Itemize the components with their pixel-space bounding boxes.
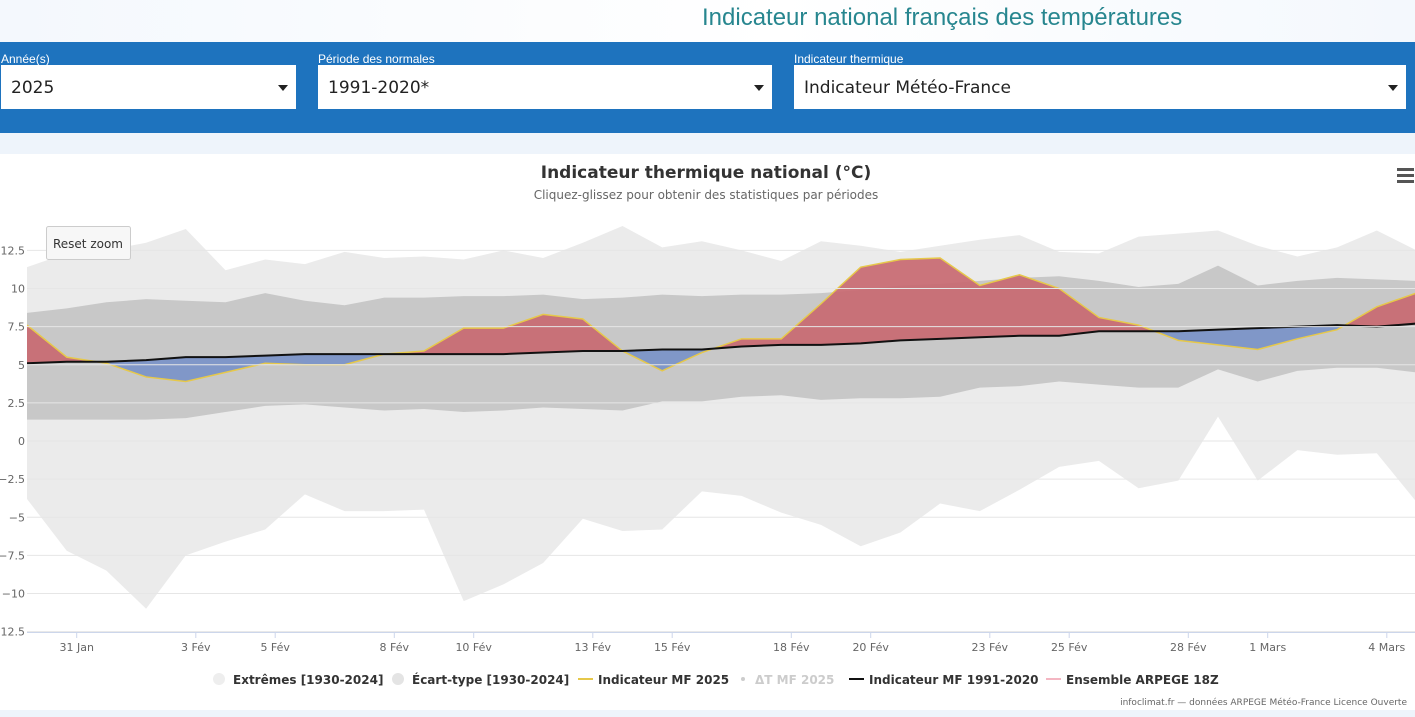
legend-label: Indicateur MF 2025 (598, 673, 729, 687)
legend-symbol (213, 673, 225, 685)
x-tick-label: 15 Fév (654, 641, 691, 654)
cold-anomaly-area (27, 323, 1415, 382)
temperature-chart[interactable]: Indicateur thermique national (°C) Cliqu… (0, 154, 1415, 710)
legend-label: Écart-type [1930-2024] (412, 672, 569, 687)
legend-item[interactable]: ΔT MF 2025 (741, 673, 834, 687)
y-tick-label: −7.5 (0, 549, 25, 562)
legend-label: Indicateur MF 1991-2020 (869, 673, 1039, 687)
page-title: Indicateur national français des tempéra… (702, 4, 1183, 31)
x-tick-label: 5 Fév (260, 641, 290, 654)
y-tick-label: −5 (9, 511, 25, 524)
years-label: Année(s) (1, 52, 50, 66)
plot-area (27, 225, 1415, 609)
y-tick-label: 12.5 (1, 626, 26, 639)
years-select-value: 2025 (11, 78, 55, 98)
y-tick-label: 7.5 (8, 321, 26, 334)
chart-subtitle: Cliquez-glissez pour obtenir des statist… (534, 188, 879, 202)
legend-item[interactable]: Extrêmes [1930-2024] (213, 673, 383, 687)
chart-legend: Extrêmes [1930-2024] Écart-type [1930-202… (213, 672, 1219, 687)
y-axis: 12.5 10 7.5 5 2.5 0 −2.5 −5 −7.5 −10 12.5 (0, 244, 1415, 639)
legend-item[interactable]: Écart-type [1930-2024] (392, 672, 569, 687)
normals-label: Période des normales (318, 52, 435, 66)
page-footer-strip (0, 710, 1415, 717)
chart-credits[interactable]: infoclimat.fr — données ARPEGE Météo-Fra… (1120, 697, 1407, 708)
legend-item[interactable]: Indicateur MF 2025 (578, 673, 729, 687)
caret-down-icon (278, 85, 288, 91)
x-tick-label: 25 Fév (1051, 641, 1088, 654)
chart-title: Indicateur thermique national (°C) (541, 163, 871, 183)
x-tick-label: 4 Mars (1368, 641, 1405, 654)
legend-symbol (392, 673, 404, 685)
series-line-mf-1991-2020 (27, 322, 1415, 365)
y-tick-label: 10 (11, 283, 25, 296)
legend-label: ΔT MF 2025 (755, 673, 834, 687)
x-tick-label: 28 Fév (1170, 641, 1207, 654)
y-tick-label: 12.5 (1, 244, 26, 257)
y-tick-label: 0 (18, 435, 25, 448)
x-axis: 31 Jan 3 Fév 5 Fév 8 Fév 10 Fév 13 Fév 15 Fév 1… (27, 632, 1415, 654)
indicator-label: Indicateur thermique (794, 52, 904, 66)
indicator-select-value: Indicateur Météo-France (804, 78, 1011, 98)
hamburger-menu-icon[interactable] (1397, 168, 1414, 183)
x-tick-label: 31 Jan (59, 641, 93, 654)
y-tick-label: 5 (18, 359, 25, 372)
x-tick-label: 3 Fév (181, 641, 211, 654)
legend-label: Extrêmes [1930-2024] (233, 673, 383, 687)
x-tick-label: 18 Fév (773, 641, 810, 654)
y-tick-label: −2.5 (0, 473, 25, 486)
normals-select-value: 1991-2020* (328, 78, 430, 98)
x-tick-label: 1 Mars (1249, 641, 1286, 654)
x-tick-label: 8 Fév (380, 641, 410, 654)
reset-zoom-label: Reset zoom (53, 237, 123, 251)
years-select[interactable]: 2025 (1, 65, 296, 109)
legend-item[interactable]: Ensemble ARPEGE 18Z (1046, 673, 1219, 687)
legend-item[interactable]: Indicateur MF 1991-2020 (849, 673, 1039, 687)
x-tick-label: 23 Fév (972, 641, 1009, 654)
legend-symbol (741, 677, 745, 681)
x-tick-label: 20 Fév (852, 641, 889, 654)
title-bar: Indicateur national français des tempéra… (0, 0, 1415, 42)
reset-zoom-button[interactable]: Reset zoom (46, 226, 131, 260)
filter-bar: Année(s) 2025 Période des normales 1991-… (0, 42, 1415, 133)
caret-down-icon (1388, 85, 1398, 91)
chart-card: Indicateur thermique national (°C) Cliqu… (0, 154, 1415, 710)
x-tick-label: 13 Fév (575, 641, 612, 654)
caret-down-icon (754, 85, 764, 91)
legend-label: Ensemble ARPEGE 18Z (1066, 673, 1219, 687)
x-tick-label: 10 Fév (455, 641, 492, 654)
y-tick-label: −10 (2, 588, 25, 601)
normals-select[interactable]: 1991-2020* (318, 65, 772, 109)
y-tick-label: 2.5 (8, 397, 26, 410)
indicator-select[interactable]: Indicateur Météo-France (794, 65, 1406, 109)
